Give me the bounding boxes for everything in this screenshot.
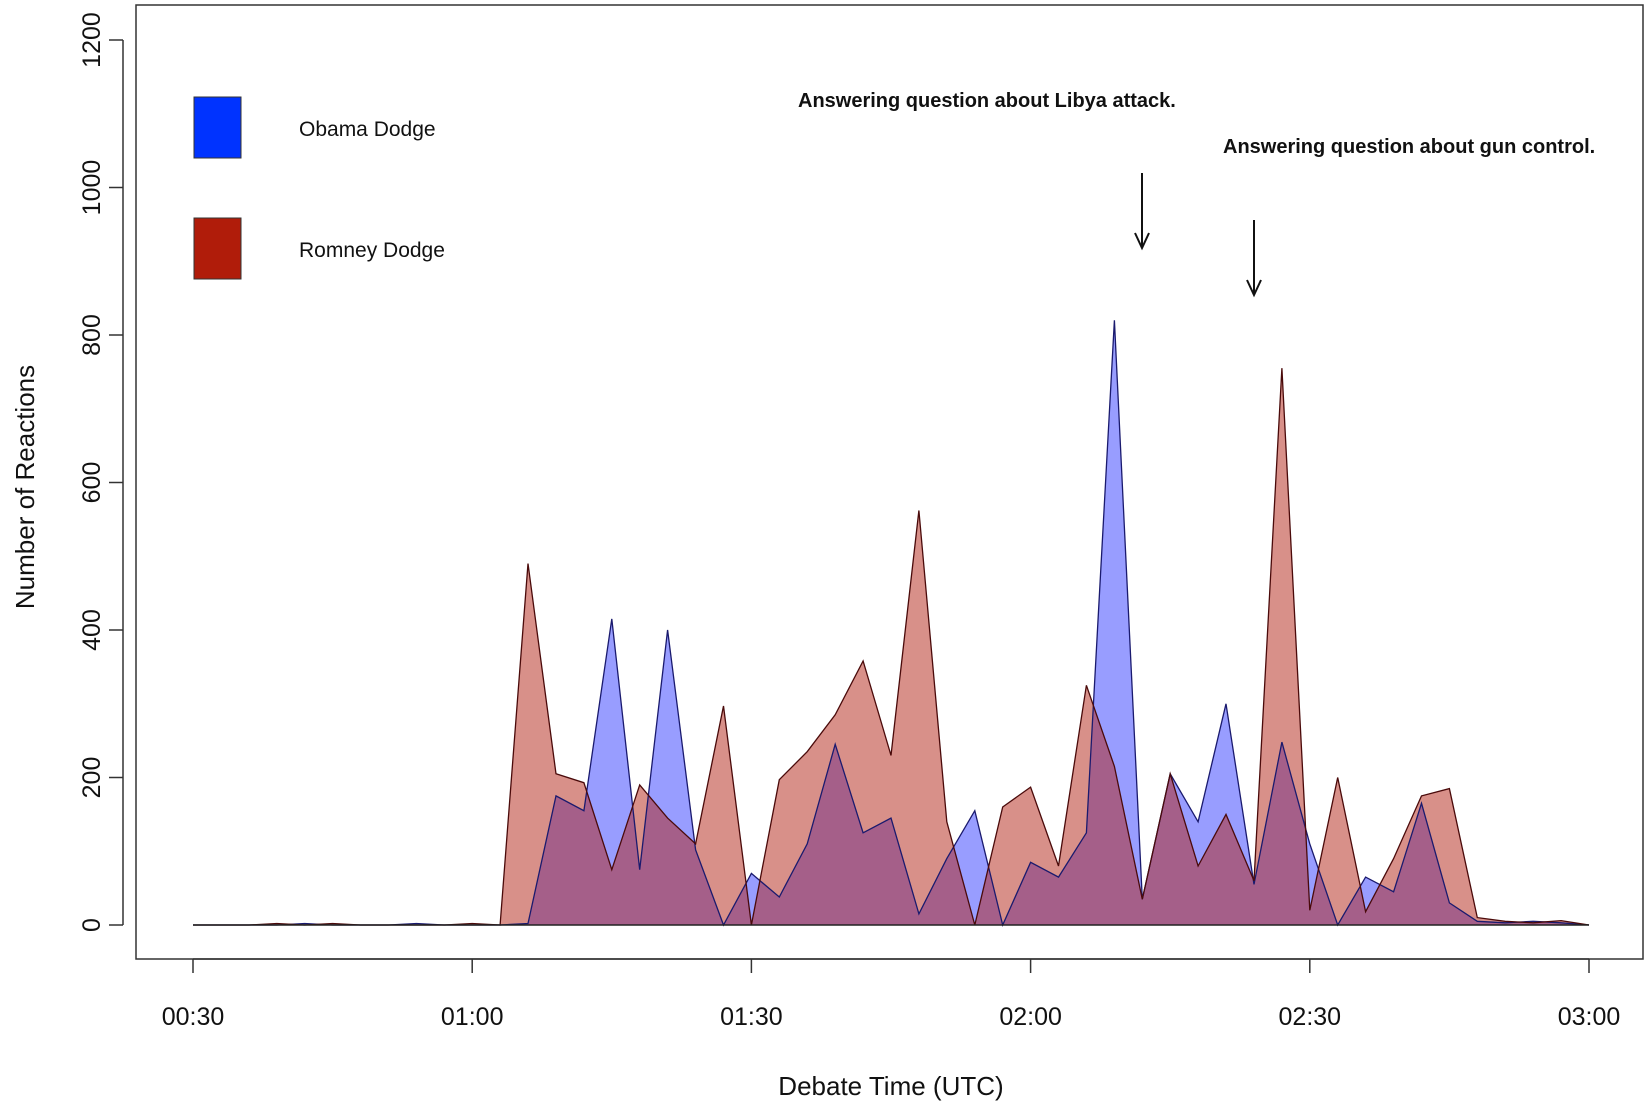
x-tick-label: 01:00 xyxy=(441,1003,504,1031)
series-layer xyxy=(193,320,1590,928)
legend-swatch-obama xyxy=(193,96,242,159)
axis-layer: 0 200 400 600 800 1000 1200 00:30 01:00 01:30 02:0… xyxy=(78,12,1620,1031)
arrow-libya-icon xyxy=(1134,173,1150,251)
annotation-libya: Answering question about Libya attack. xyxy=(798,90,1176,112)
legend-label-romney: Romney Dodge xyxy=(299,239,445,262)
legend-label-obama: Obama Dodge xyxy=(299,118,436,141)
legend: Obama Dodge Romney Dodge xyxy=(193,96,445,280)
y-tick-label: 0 xyxy=(78,918,106,932)
line-series-obama-dodge xyxy=(193,320,1590,928)
y-tick-label: 600 xyxy=(78,462,106,504)
x-tick-label: 01:30 xyxy=(720,1003,783,1031)
area-series-romney-dodge xyxy=(193,368,1589,925)
x-tick-label: 00:30 xyxy=(162,1003,225,1031)
y-tick-label: 400 xyxy=(78,609,106,651)
legend-swatch-romney xyxy=(193,217,242,280)
x-tick-label: 03:00 xyxy=(1558,1003,1621,1031)
x-tick-label: 02:30 xyxy=(1279,1003,1342,1031)
x-tick-label: 02:00 xyxy=(999,1003,1062,1031)
arrow-gun-control-icon xyxy=(1246,220,1262,298)
x-axis-title: Debate Time (UTC) xyxy=(778,1071,1003,1101)
annotations: Answering question about Libya attack. A… xyxy=(798,90,1595,298)
y-tick-label: 1200 xyxy=(78,12,106,68)
y-axis-title: Number of Reactions xyxy=(10,365,40,609)
y-tick-label: 1000 xyxy=(78,160,106,216)
annotation-gun-control: Answering question about gun control. xyxy=(1223,136,1595,158)
y-tick-label: 800 xyxy=(78,314,106,356)
y-tick-label: 200 xyxy=(78,757,106,799)
